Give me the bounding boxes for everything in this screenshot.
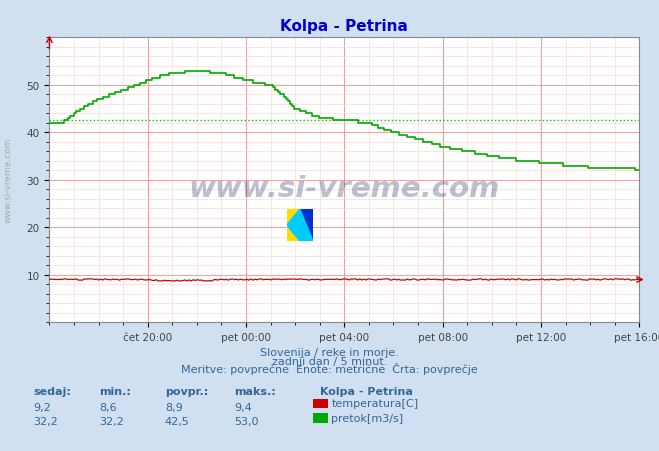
Polygon shape (287, 210, 313, 241)
Text: Slovenija / reke in morje.: Slovenija / reke in morje. (260, 347, 399, 357)
Text: 32,2: 32,2 (99, 416, 124, 426)
Text: pretok[m3/s]: pretok[m3/s] (331, 413, 403, 423)
Text: zadnji dan / 5 minut.: zadnji dan / 5 minut. (272, 356, 387, 366)
Text: 8,6: 8,6 (99, 402, 117, 412)
Text: 32,2: 32,2 (33, 416, 58, 426)
Text: 9,2: 9,2 (33, 402, 51, 412)
Text: Kolpa - Petrina: Kolpa - Petrina (320, 387, 413, 396)
Text: www.si-vreme.com: www.si-vreme.com (3, 138, 13, 223)
Text: 42,5: 42,5 (165, 416, 190, 426)
Text: min.:: min.: (99, 387, 130, 396)
Text: 53,0: 53,0 (234, 416, 258, 426)
Text: sedaj:: sedaj: (33, 387, 71, 396)
Bar (287, 210, 300, 241)
Text: 9,4: 9,4 (234, 402, 252, 412)
Bar (300, 210, 313, 241)
Text: povpr.:: povpr.: (165, 387, 208, 396)
Title: Kolpa - Petrina: Kolpa - Petrina (280, 19, 409, 34)
Text: Meritve: povprečne  Enote: metrične  Črta: povprečje: Meritve: povprečne Enote: metrične Črta:… (181, 363, 478, 374)
Text: maks.:: maks.: (234, 387, 275, 396)
Text: temperatura[C]: temperatura[C] (331, 398, 418, 408)
Text: 8,9: 8,9 (165, 402, 183, 412)
Text: www.si-vreme.com: www.si-vreme.com (188, 175, 500, 203)
